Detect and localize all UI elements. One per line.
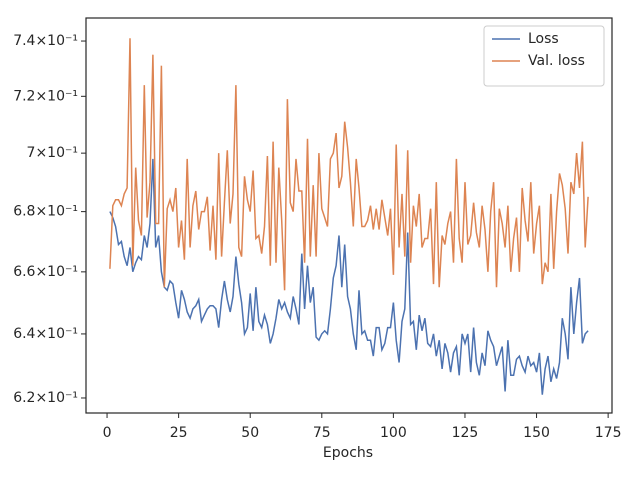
line-series: [109, 38, 589, 291]
x-tick-label: 25: [170, 425, 188, 441]
x-tick-label: 175: [595, 425, 622, 441]
x-tick-label: 75: [313, 425, 331, 441]
x-tick-label: 125: [452, 425, 479, 441]
y-tick-label: 7×10⁻¹: [27, 145, 78, 161]
legend-label: Val. loss: [528, 53, 585, 69]
x-tick-label: 50: [241, 425, 259, 441]
x-axis-label: Epochs: [323, 445, 373, 461]
y-tick-label: 6.2×10⁻¹: [13, 390, 78, 406]
y-tick-label: 7.2×10⁻¹: [13, 88, 78, 104]
x-tick-label: 150: [523, 425, 550, 441]
y-tick-label: 6.8×10⁻¹: [13, 204, 78, 220]
x-tick-label: 100: [380, 425, 407, 441]
legend-box: [483, 25, 605, 87]
plot-frame: [85, 17, 613, 414]
legend-label: Loss: [528, 31, 559, 47]
y-tick-label: 6.4×10⁻¹: [13, 326, 78, 342]
line-series: [109, 158, 589, 395]
x-tick-label: 0: [103, 425, 112, 441]
y-tick-label: 7.4×10⁻¹: [13, 33, 78, 49]
y-tick-label: 6.6×10⁻¹: [13, 264, 78, 280]
